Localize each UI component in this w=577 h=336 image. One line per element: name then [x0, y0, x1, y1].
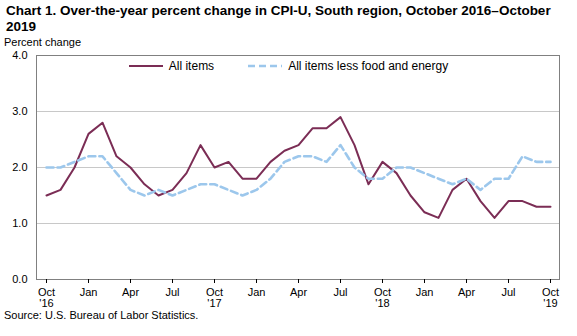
svg-text:0.0: 0.0	[12, 273, 27, 285]
svg-text:Apr: Apr	[290, 286, 307, 298]
svg-text:Jul: Jul	[333, 286, 347, 298]
svg-text:Apr: Apr	[122, 286, 139, 298]
svg-text:Oct'19: Oct'19	[542, 286, 559, 309]
svg-text:Oct'17: Oct'17	[206, 286, 223, 309]
svg-text:2.0: 2.0	[12, 161, 27, 173]
svg-text:4.0: 4.0	[12, 49, 27, 61]
svg-text:Jul: Jul	[165, 286, 179, 298]
html-text:Chart 1. Over-the-year percent: Chart 1. Over-the-year percent change in…	[6, 3, 551, 34]
svg-text:Jul: Jul	[501, 286, 515, 298]
svg-text:Jan: Jan	[80, 286, 98, 298]
svg-text:Oct'16: Oct'16	[38, 286, 55, 309]
svg-text:Oct'18: Oct'18	[374, 286, 391, 309]
svg-text:Apr: Apr	[458, 286, 475, 298]
html-text:Source: U.S. Bureau of Labor S: Source: U.S. Bureau of Labor Statistics.	[4, 309, 199, 321]
html-text:All items: All items	[168, 59, 215, 73]
html-text:Percent change: Percent change	[4, 36, 82, 48]
svg-text:3.0: 3.0	[12, 105, 27, 117]
svg-text:Jan: Jan	[248, 286, 266, 298]
svg-text:Jan: Jan	[416, 286, 434, 298]
html-text:All items less food and energy: All items less food and energy	[288, 59, 449, 73]
svg-text:1.0: 1.0	[12, 217, 27, 229]
